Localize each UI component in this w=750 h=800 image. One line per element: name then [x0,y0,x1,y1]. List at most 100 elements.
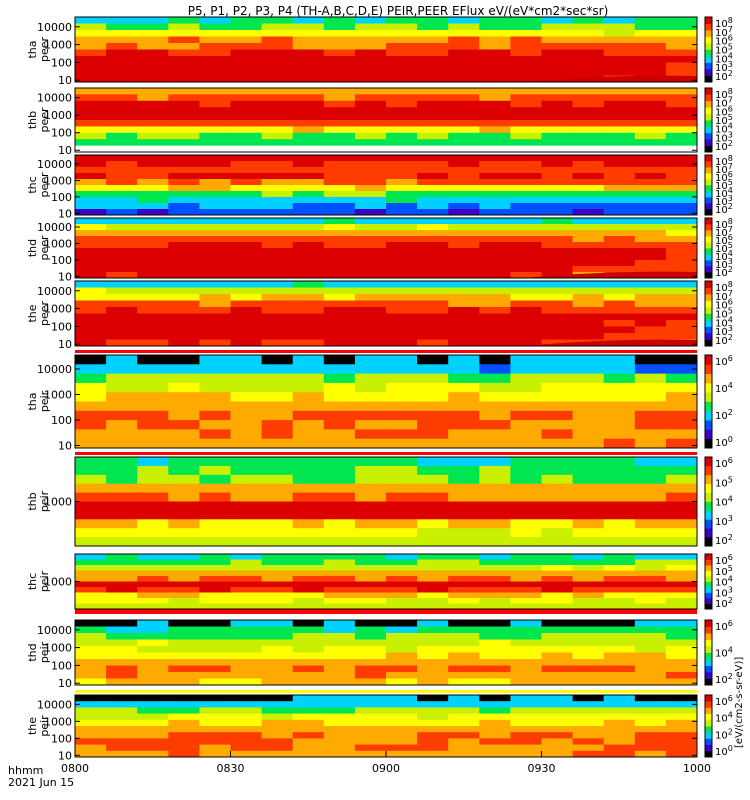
spectrogram-cell [168,126,200,134]
spectrogram-cell [230,587,262,593]
spectrogram-cell [448,23,480,31]
colorbar-segment [705,732,712,739]
spectrogram-cell [354,88,387,95]
colorbar-segment [705,62,712,70]
spectrogram-cell [354,429,387,440]
spectrogram-cell [261,429,294,440]
spectrogram-cell [292,501,325,511]
spectrogram-cell [479,248,511,255]
spectrogram-cell [448,203,480,210]
spectrogram-cell [292,633,325,640]
spectrogram-cells [75,554,698,610]
y-tick-label: 100 [51,56,72,69]
spectrogram-cell [354,230,387,237]
spectrogram-cell [323,510,356,520]
spectrogram-cell [168,382,200,393]
spectrogram-cell [168,300,200,308]
spectrogram-cell [168,373,200,384]
spectrogram-cell [168,570,200,577]
spectrogram-cell [479,260,511,267]
spectrogram-cell [323,224,356,231]
colorbar-segment [705,326,712,334]
spectrogram-cell [199,75,231,83]
spectrogram-cell [541,209,573,216]
spectrogram-cell [479,120,511,127]
spectrogram-cell [448,326,480,334]
spectrogram-cell [448,364,480,374]
spectrogram-cell [541,161,573,168]
spectrogram-cell [541,120,573,127]
colorbar-segment [705,281,712,288]
spectrogram-cell [106,501,138,511]
spectrogram-cell [106,203,138,210]
spectrogram-cell [386,287,418,295]
spectrogram-cell [572,626,605,634]
spectrogram-cell [417,132,449,140]
spectrogram-cell [541,100,573,108]
spectrogram-cell [137,132,169,140]
spectrogram-cell [75,519,107,529]
spectrogram-cell [168,185,200,192]
spectrogram-cell [479,492,511,502]
spectrogram-cell [541,726,573,733]
spectrogram-cell [75,719,107,727]
spectrogram-cell [261,132,294,140]
spectrogram-cell [417,626,449,634]
spectrogram-cell [479,465,511,476]
spectrogram-cell [572,713,605,721]
spectrogram-cell [168,598,200,604]
spectrogram-cell [386,565,418,571]
spectrogram-cell [292,94,325,102]
spectrogram-cell [323,713,356,721]
spectrogram-cell [106,401,138,412]
spectrogram-cell [665,333,698,340]
spectrogram-cell [634,592,667,599]
spectrogram-cell [168,260,200,267]
spectrogram-cell [479,401,511,412]
spectrogram-cell [323,732,356,739]
colorbar-segment [705,155,712,162]
spectrogram-cell [230,300,262,308]
spectrogram-cell [541,36,573,44]
spectrogram-cell [230,30,262,37]
colorbar-tick-label: 104 [715,495,733,509]
spectrogram-cell [541,333,573,340]
spectrogram-cell [261,236,294,243]
spectrogram-cell [75,100,107,108]
spectrogram-cell [634,145,667,153]
spectrogram-cell [199,554,231,560]
spectrogram-cell [603,30,636,37]
spectrogram-cell [572,113,605,121]
spectrogram-cell [261,665,294,673]
spectrogram-cell [510,695,542,702]
spectrogram-cell [261,465,294,476]
spectrogram-cell [665,281,698,288]
spectrogram-cell [354,224,387,231]
spectrogram-cell [230,145,262,153]
spectrogram-cell [106,333,138,340]
spectrogram-cell [417,744,449,752]
spectrogram-cell [106,410,138,421]
spectrogram-cell [230,75,262,83]
spectrogram-cell [510,501,542,511]
spectrogram-cell [323,639,356,647]
spectrogram-cell [230,43,262,50]
spectrogram-cell [386,410,418,421]
spectrogram-cell [137,260,169,267]
spectrogram-cell [230,528,262,538]
spectrogram-cell [572,581,605,588]
spectrogram-cell [510,300,542,308]
spectrogram-cell [665,107,698,114]
spectrogram-cell [168,307,200,314]
spectrogram-cell [354,173,387,180]
spectrogram-cell [168,36,200,44]
spectrogram-cell [292,294,325,301]
spectrogram-cell [417,713,449,721]
spectrogram-cell [479,695,511,702]
spectrogram-cell [510,197,542,204]
spectrogram-cell [106,672,138,679]
spectrogram-cell [106,132,138,140]
spectrogram-cell [634,528,667,538]
spectrogram-cell [386,145,418,153]
spectrogram-cell [106,179,138,186]
